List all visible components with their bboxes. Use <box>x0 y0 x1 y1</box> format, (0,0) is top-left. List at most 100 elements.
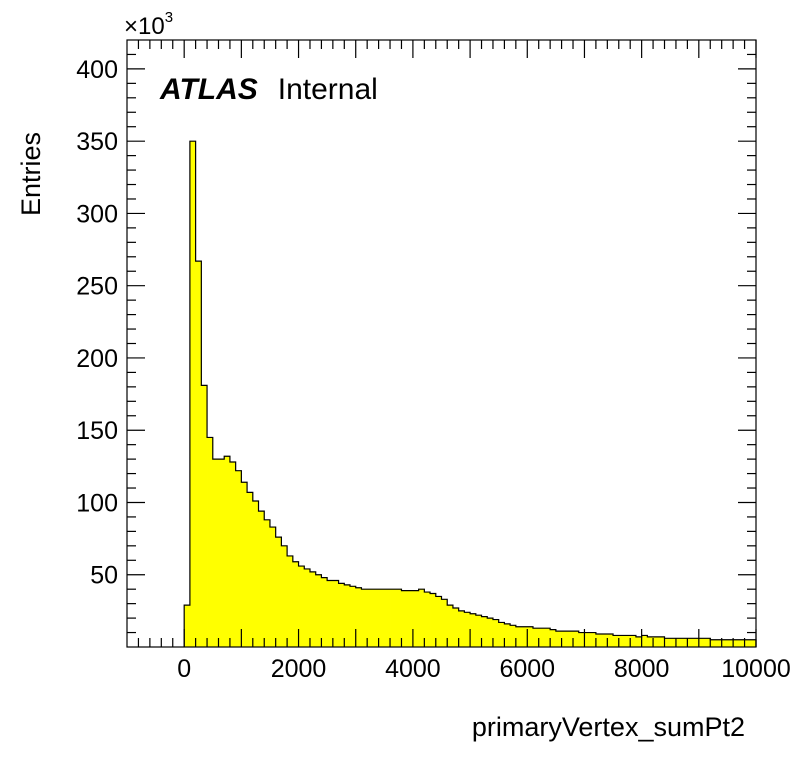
histogram-bin <box>733 639 740 647</box>
histogram-bin <box>407 590 414 647</box>
histogram-bin <box>681 638 688 647</box>
histogram-bin <box>367 589 374 647</box>
histogram-bin <box>521 626 528 647</box>
y-tick-label: 100 <box>76 489 118 517</box>
histogram-bin <box>384 589 391 647</box>
histogram-bin <box>430 593 437 647</box>
histogram-bin <box>441 599 448 647</box>
histogram-bin <box>264 519 271 647</box>
histogram-bin <box>527 626 534 647</box>
histogram-bin <box>647 636 654 647</box>
histogram-bin <box>189 141 197 647</box>
histogram-bin <box>630 635 637 647</box>
histogram-bin <box>687 638 694 647</box>
y-exponent-label: ×103 <box>124 9 173 40</box>
y-axis-title: Entries <box>16 132 46 216</box>
histogram-bin <box>487 618 494 647</box>
histogram-bin <box>195 261 202 647</box>
y-exponent-power: 3 <box>165 9 173 26</box>
histogram-bin <box>641 635 648 647</box>
histogram-bin <box>298 566 305 647</box>
histogram-bin <box>738 639 745 647</box>
histogram-bin <box>595 633 603 647</box>
histogram-bin <box>287 555 294 647</box>
histogram-bin <box>361 589 368 647</box>
histogram-bin <box>304 568 311 647</box>
atlas-label-bold: ATLAS <box>159 73 258 106</box>
histogram-bin <box>744 639 751 647</box>
histogram-bin <box>481 616 488 647</box>
histogram-bin <box>475 615 482 647</box>
x-tick-label: 2000 <box>271 655 327 683</box>
histogram-bin <box>201 385 208 647</box>
histogram-bin <box>247 492 254 647</box>
histogram-bin <box>727 639 734 647</box>
y-tick-labels: 50 100 150 200 250 300 350 400 <box>76 56 118 590</box>
histogram-bin <box>590 632 597 647</box>
histogram-bin <box>224 456 231 647</box>
histogram-bin <box>567 631 574 647</box>
x-tick-label: 10000 <box>721 655 791 683</box>
histogram-bin <box>464 612 471 647</box>
histogram-bin <box>515 626 522 647</box>
histogram-bin <box>401 590 408 647</box>
y-tick-label: 400 <box>76 56 118 84</box>
atlas-label-status: Internal <box>278 73 378 106</box>
atlas-label: ATLAS Internal <box>159 73 378 106</box>
histogram-bin <box>504 623 511 647</box>
histogram-bin <box>355 587 362 647</box>
x-axis-title: primaryVertex_sumPt2 <box>472 712 745 742</box>
y-tick-label: 350 <box>76 128 118 156</box>
histogram-bin <box>664 638 671 647</box>
histogram-bin <box>624 635 631 647</box>
histogram-bin <box>252 501 259 647</box>
histogram-bin <box>258 511 265 647</box>
histogram-bin <box>670 638 677 647</box>
histogram-bin <box>613 635 620 647</box>
histogram-bin <box>315 574 322 647</box>
histogram-bin <box>704 638 711 647</box>
histogram-bin <box>544 628 551 647</box>
histogram-bin <box>378 589 385 647</box>
histogram-bin <box>241 482 248 647</box>
histogram-bin <box>492 619 500 647</box>
x-tick-label: 4000 <box>385 655 441 683</box>
y-tick-label: 250 <box>76 273 118 301</box>
histogram-bin <box>321 577 328 647</box>
histogram-bin <box>561 631 568 647</box>
histogram-bin <box>721 639 728 647</box>
histogram-bin <box>418 589 425 647</box>
histogram-bin <box>435 596 442 647</box>
x-tick-label: 0 <box>177 655 191 683</box>
histogram-bin <box>332 580 339 647</box>
histogram-bin <box>207 437 214 647</box>
histogram-bin <box>750 639 757 647</box>
histogram-bin <box>218 459 225 647</box>
histogram-bin <box>269 527 277 647</box>
histogram-bin <box>275 537 282 647</box>
histogram-bin <box>601 633 608 647</box>
histogram-bin <box>555 631 562 647</box>
histogram-bin <box>675 638 683 647</box>
histogram-bin <box>452 607 460 647</box>
histogram-bin <box>390 589 397 647</box>
axis-ticks <box>127 40 757 647</box>
y-tick-label: 200 <box>76 345 118 373</box>
histogram-bin <box>635 636 643 647</box>
histogram-bin <box>698 638 705 647</box>
histogram-bin <box>447 605 454 647</box>
y-tick-label: 50 <box>90 562 118 590</box>
histogram-bin <box>327 580 334 647</box>
histogram-bin <box>338 583 345 647</box>
histogram-bin <box>710 639 717 647</box>
histogram-bin <box>309 571 317 647</box>
histogram-bin <box>550 629 557 647</box>
histogram-bin <box>510 625 517 647</box>
histogram-bin <box>350 586 357 647</box>
histogram-bin <box>658 636 665 647</box>
histogram-bin <box>229 462 237 647</box>
histogram-bin <box>532 628 540 647</box>
y-exponent-base: ×10 <box>124 13 165 40</box>
x-tick-label: 8000 <box>614 655 670 683</box>
